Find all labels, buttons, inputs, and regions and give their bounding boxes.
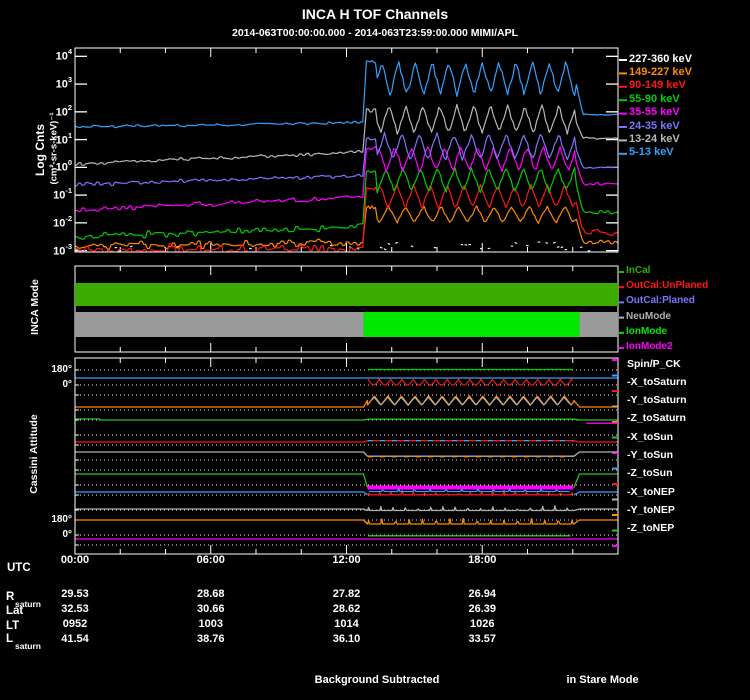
attitude-legend-item: -Z_toSaturn — [627, 412, 686, 425]
table-value: 26.94 — [468, 588, 497, 600]
attitude-ytick-label: 180° — [51, 514, 72, 525]
attitude-ytick-label: 180° — [51, 364, 72, 375]
attitude-legend-item: -X_toNEP — [627, 485, 675, 498]
attitude-ytick-label: 0° — [62, 379, 72, 390]
table-value: 27.82 — [332, 588, 361, 600]
table-row-label: Lat — [6, 605, 24, 617]
attitude-legend-item: -Y_toNEP — [627, 503, 675, 516]
mode-legend-item: NeuMode — [626, 310, 671, 322]
attitude-legend-item: -X_toSaturn — [627, 375, 687, 388]
tof-ytick-label: 104 — [55, 47, 72, 63]
mode-legend-item: OutCal:Planed — [626, 295, 695, 307]
table-value: 41.54 — [61, 633, 89, 645]
mode-legend-item: IonMode2 — [626, 341, 673, 352]
attitude-legend-item: -Z_toSun — [627, 467, 673, 480]
page-title: INCA H TOF Channels — [301, 6, 449, 22]
attitude-ytick-label: 0° — [62, 529, 72, 540]
table-value: 1026 — [470, 618, 495, 630]
footer-stare-mode: in Stare Mode — [566, 674, 639, 686]
footer-background-subtracted: Background Subtracted — [314, 674, 440, 686]
tof-legend-item: 24-35 keV — [629, 119, 680, 132]
tof-legend-item: 90-149 keV — [629, 79, 686, 92]
tof-ytick-label: 103 — [55, 75, 72, 91]
table-value: 30.66 — [196, 603, 225, 615]
tof-ytick-label: 101 — [55, 130, 72, 147]
table-value: 32.53 — [61, 603, 89, 615]
time-range-subtitle: 2014-063T00:00:00.000 - 2014-063T23:59:0… — [231, 27, 518, 39]
table-value: 28.62 — [332, 603, 361, 615]
utc-tick-label: 18:00 — [468, 554, 497, 566]
tof-ytick-label: 10-2 — [53, 213, 72, 230]
table-row-label-subscript: saturn — [15, 641, 41, 651]
table-value: 38.76 — [196, 633, 225, 645]
utc-tick-label: 06:00 — [196, 554, 225, 566]
tof-legend-item: 227-360 keV — [629, 52, 692, 65]
table-row-label-subscript: saturn — [15, 599, 41, 609]
table-value: 26.39 — [468, 603, 497, 615]
utc-tick-label: 12:00 — [332, 554, 361, 566]
attitude-legend-item: -Y_toSun — [627, 449, 674, 461]
table-value: 1014 — [334, 618, 359, 630]
mode-legend-item: IonMode — [626, 325, 668, 337]
mode-legend-item: OutCal:UnPlaned — [626, 280, 709, 292]
tof-ytick-label: 102 — [55, 102, 72, 119]
attitude-legend-item: -Y_toSaturn — [627, 394, 687, 407]
utc-tick-label: 00:00 — [60, 554, 90, 566]
tof-legend-item: 35-55 keV — [629, 106, 680, 119]
tof-legend-item: 149-227 keV — [629, 65, 692, 78]
table-value: 28.68 — [196, 588, 225, 600]
table-row-label: L — [6, 633, 14, 645]
utc-axis-label: UTC — [7, 562, 31, 574]
tof-legend-item: 13-24 keV — [629, 132, 680, 145]
tof-ytick-label: 10-1 — [53, 186, 72, 202]
table-value: 29.53 — [61, 588, 89, 600]
table-value: 33.57 — [468, 633, 497, 645]
attitude-legend-item: Spin/P_CK — [627, 357, 681, 370]
tof-ytick-label: 100 — [55, 158, 72, 174]
attitude-legend-item: -Z_toNEP — [627, 522, 675, 535]
attitude-legend-item: -X_toSun — [627, 430, 674, 443]
table-value: 1003 — [198, 618, 223, 630]
table-value: 0952 — [62, 618, 88, 630]
tof-legend-item: 55-90 keV — [629, 92, 680, 105]
table-row-label: LT — [6, 620, 20, 632]
tof-ytick-label: 10-3 — [53, 241, 72, 258]
mode-legend-item: InCal — [626, 265, 651, 276]
tof-legend-item: 5-13 keV — [629, 146, 674, 159]
table-row-label: R — [6, 591, 15, 603]
table-value: 36.10 — [332, 633, 361, 645]
